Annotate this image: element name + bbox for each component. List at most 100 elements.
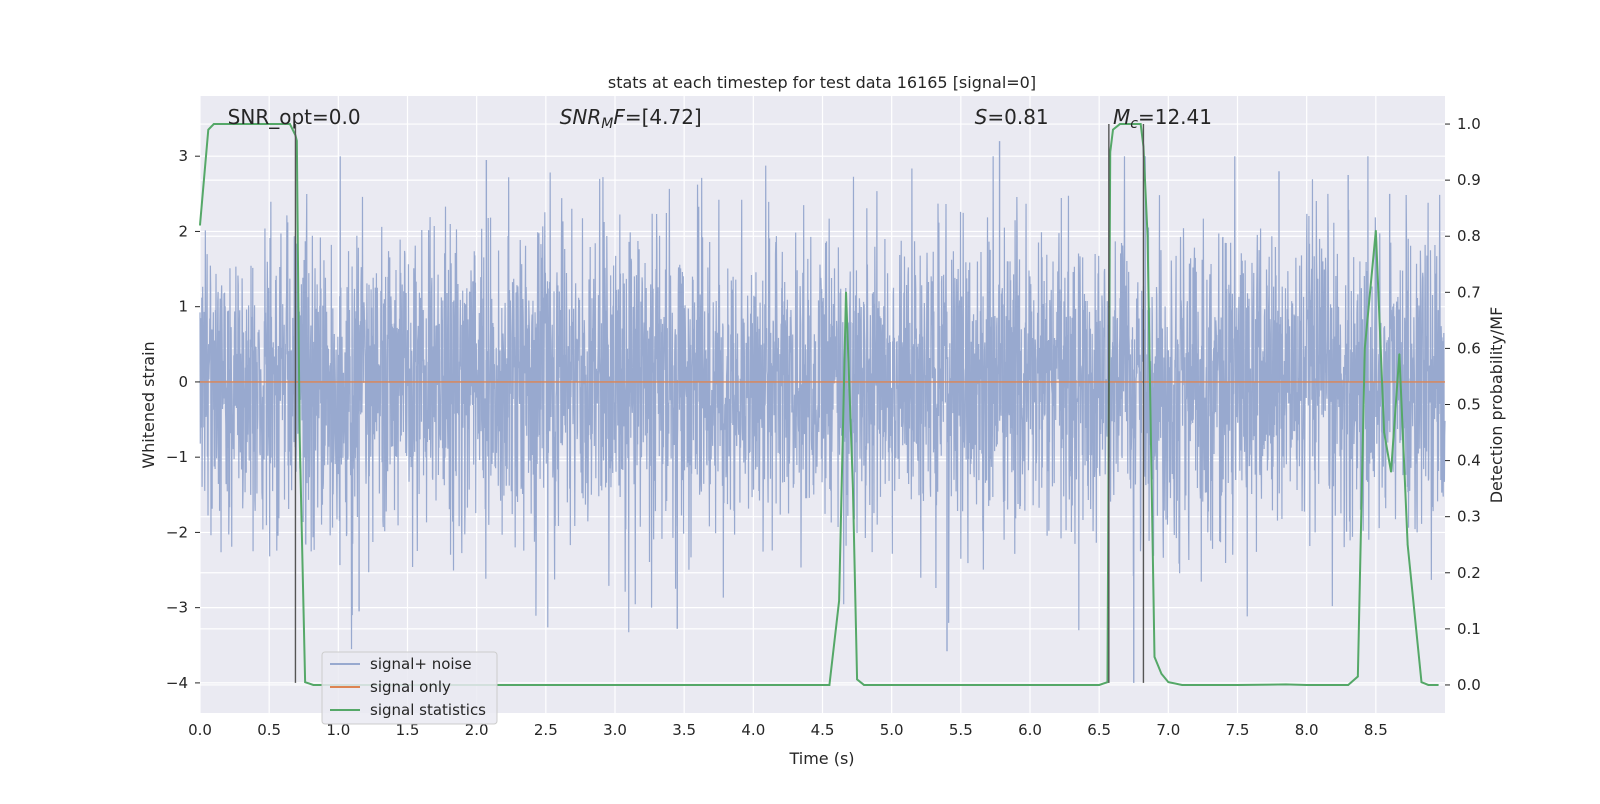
chart-title: stats at each timestep for test data 161…	[608, 73, 1036, 92]
statistics-point	[289, 123, 291, 125]
statistics-point	[821, 684, 824, 686]
x-tick-label: 1.0	[326, 721, 350, 739]
y-axis-label: Whitened strain	[139, 341, 158, 468]
y2-axis-label: Detection probability/MF	[1487, 307, 1506, 504]
statistics-point	[1357, 675, 1359, 678]
statistics-point	[1437, 684, 1439, 686]
x-tick-label: 3.0	[603, 721, 627, 739]
statistics-point	[298, 431, 301, 434]
annotation-value: =[4.72]	[625, 105, 702, 129]
statistics-point	[219, 123, 222, 125]
statistics-point	[312, 684, 315, 686]
annotation-text: SNR_opt=0.0	[228, 105, 361, 129]
statistics-point	[1167, 681, 1170, 683]
x-tick-label: 7.0	[1156, 721, 1180, 739]
y2-tick-label: 0.7	[1457, 283, 1481, 301]
annotation-main: S	[975, 105, 988, 129]
statistics-point	[845, 291, 847, 294]
y2-tick-label: 0.3	[1457, 508, 1481, 526]
annotation-text: Mc=12.41	[1113, 105, 1212, 132]
annotation-value: =12.41	[1138, 105, 1212, 129]
x-tick-label: 0.0	[188, 721, 212, 739]
statistics-point	[856, 678, 858, 681]
y2-tick-label: 1.0	[1457, 115, 1481, 133]
statistics-point	[1420, 681, 1423, 683]
x-tick-label: 7.5	[1226, 721, 1250, 739]
statistics-point	[1160, 672, 1163, 675]
statistics-line	[199, 123, 1439, 686]
y2-tick-label: 0.6	[1457, 339, 1481, 357]
statistics-point	[863, 684, 865, 686]
statistics-point	[1106, 681, 1109, 683]
statistics-point	[1132, 123, 1135, 125]
statistics-point	[828, 684, 831, 686]
y-axis-ticks: −4 −3 −2 −1 0 1 2 3	[166, 147, 200, 692]
annotation-main: SNR	[560, 105, 602, 129]
legend-label-noise: signal+ noise	[370, 655, 472, 673]
annotation-subscript: c	[1130, 116, 1138, 132]
annotation-subscript: M	[601, 116, 613, 132]
statistics-point	[1181, 684, 1183, 686]
statistics-point	[1375, 229, 1377, 232]
statistics-point	[1390, 471, 1392, 473]
x-tick-label: 2.5	[534, 721, 558, 739]
statistics-point	[1126, 123, 1128, 125]
statistics-point	[1383, 431, 1385, 434]
y-tick-label: −2	[166, 523, 188, 541]
statistics-point	[1285, 683, 1287, 686]
vertical-markers	[294, 124, 1145, 683]
annotation-text: S=0.81	[975, 105, 1049, 129]
statistics-point	[1427, 684, 1430, 686]
statistics-point	[852, 487, 854, 490]
statistics-point	[838, 600, 840, 602]
y2-tick-label: 0.4	[1457, 452, 1481, 470]
statistics-point	[752, 684, 755, 686]
statistics-point	[1153, 656, 1156, 658]
statistics-point	[1112, 128, 1114, 131]
x-tick-label: 0.5	[257, 721, 281, 739]
statistics-point	[213, 123, 215, 125]
statistics-point	[1236, 684, 1239, 686]
statistics-point	[1398, 353, 1401, 355]
legend: signal+ noise signal only signal statist…	[321, 651, 498, 725]
y-tick-label: −3	[166, 599, 188, 617]
annotation-main: M	[1113, 105, 1130, 129]
x-tick-label: 5.0	[880, 721, 904, 739]
y2-tick-label: 0.2	[1457, 564, 1481, 582]
statistics-point	[545, 684, 547, 686]
statistics-point	[207, 128, 210, 131]
statistics-point	[240, 123, 243, 125]
x-tick-label: 5.5	[949, 721, 973, 739]
statistics-series	[199, 123, 1439, 686]
statistics-point	[890, 684, 893, 686]
annotations: SNR_opt=0.0 SNRMF=[4.72] S=0.81 Mc=12.41	[228, 105, 1212, 132]
statistics-point	[199, 224, 201, 226]
statistics-point	[1406, 543, 1409, 546]
y2-axis-ticks: 0.0 0.1 0.2 0.3 0.4 0.5 0.6 0.7 0.8 0.9 1.0	[1445, 115, 1481, 694]
y2-tick-label: 0.9	[1457, 171, 1481, 189]
x-tick-label: 2.0	[465, 721, 489, 739]
noise-trace	[199, 156, 1446, 650]
legend-label-signal: signal only	[370, 678, 451, 696]
statistics-point	[1098, 684, 1100, 686]
x-tick-label: 4.0	[741, 721, 765, 739]
y2-tick-label: 0.1	[1457, 620, 1481, 638]
y-tick-label: 1	[178, 298, 188, 316]
statistics-point	[1119, 123, 1121, 125]
x-tick-label: 3.5	[672, 721, 696, 739]
y-tick-label: 0	[178, 373, 188, 391]
y2-tick-label: 0.8	[1457, 227, 1481, 245]
statistics-point	[683, 684, 685, 686]
statistics-point	[1029, 684, 1031, 686]
y2-tick-label: 0.5	[1457, 396, 1481, 414]
y-tick-label: −4	[166, 674, 188, 692]
statistics-point	[1363, 347, 1366, 350]
x-tick-label: 8.0	[1295, 721, 1319, 739]
annotation-value: =0.81	[987, 105, 1048, 129]
statistics-point	[1146, 235, 1149, 238]
noise-series	[199, 141, 1446, 683]
x-tick-label: 8.5	[1364, 721, 1388, 739]
legend-box	[321, 651, 498, 725]
annotation-main: SNR_opt=0.0	[228, 105, 361, 129]
